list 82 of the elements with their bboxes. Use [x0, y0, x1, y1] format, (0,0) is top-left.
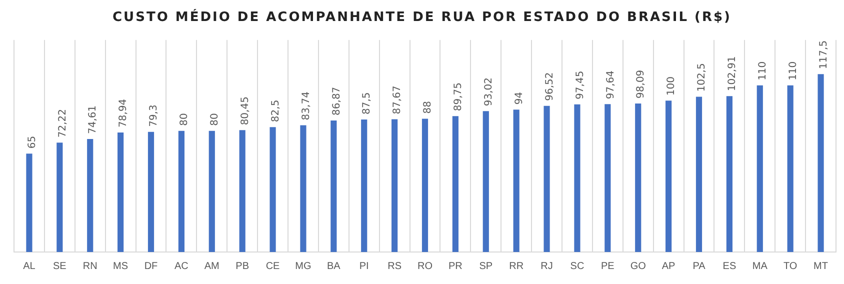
- data-label: 82,5: [270, 100, 282, 122]
- bar: [422, 118, 428, 252]
- x-tick-label: AC: [174, 260, 188, 272]
- data-label: 110: [788, 61, 799, 80]
- bar: [818, 74, 824, 252]
- x-tick-label: RO: [418, 260, 433, 272]
- data-label: 79,3: [148, 104, 160, 127]
- bar: [270, 127, 276, 252]
- bar: [392, 119, 398, 252]
- bar: [239, 130, 246, 252]
- x-tick-label: RN: [82, 260, 98, 272]
- x-tick-label: RS: [388, 260, 402, 272]
- bar: [56, 142, 63, 252]
- bar: [635, 103, 642, 252]
- data-label: 65: [26, 136, 38, 149]
- bar: [26, 154, 32, 252]
- data-label: 98,09: [636, 70, 647, 98]
- data-label: 100: [666, 76, 678, 96]
- bar: [666, 100, 672, 252]
- x-tick-label: AP: [662, 260, 676, 272]
- data-label: 80,45: [240, 96, 251, 126]
- data-label: 94: [514, 92, 525, 105]
- x-tick-label: SE: [52, 260, 67, 272]
- chart-title: CUSTO MÉDIO DE ACOMPANHANTE DE RUA POR ESTADO DO BRASIL (R$): [112, 8, 732, 27]
- x-tick-label: MG: [295, 260, 312, 272]
- x-tick-label: TO: [783, 260, 798, 272]
- x-tick-label: SC: [570, 260, 584, 272]
- bar: [756, 85, 763, 252]
- x-tick-label: CE: [266, 260, 280, 272]
- x-tick-label: PB: [236, 260, 250, 272]
- x-tick-label: PI: [359, 260, 369, 272]
- x-tick-label: GO: [630, 260, 646, 272]
- x-tick-label: RJ: [540, 260, 553, 272]
- bar: [787, 85, 794, 252]
- data-label: 88: [422, 101, 434, 114]
- bar: [300, 125, 306, 252]
- data-label: 96,52: [544, 72, 556, 101]
- x-tick-label: PR: [448, 260, 462, 272]
- x-tick-label: MS: [113, 260, 128, 272]
- data-label: 83,74: [300, 92, 312, 120]
- data-label: 117,5: [818, 40, 830, 70]
- x-tick-label: AL: [23, 260, 36, 272]
- x-tick-label: SP: [479, 260, 493, 272]
- bar: [208, 130, 215, 252]
- bar: [148, 132, 154, 252]
- bar: [696, 96, 702, 252]
- data-label: 86,87: [331, 86, 342, 116]
- bar: [361, 120, 368, 252]
- data-label: 102,5: [696, 63, 708, 92]
- bar: [482, 111, 489, 252]
- data-label: 110: [757, 61, 768, 80]
- x-tick-label: AM: [204, 260, 220, 272]
- data-label: 97,64: [605, 70, 616, 100]
- data-label: 80: [179, 113, 190, 126]
- data-label: 87,5: [362, 92, 373, 114]
- x-tick-label: MA: [752, 260, 768, 272]
- data-label: 72,22: [57, 109, 68, 138]
- bar: [330, 120, 337, 252]
- data-label: 87,67: [392, 86, 404, 114]
- bar: [87, 139, 94, 252]
- data-label: 74,61: [88, 105, 99, 134]
- x-tick-label: BA: [326, 260, 341, 272]
- bar: [544, 106, 550, 252]
- x-tick-label: RR: [509, 260, 524, 272]
- bar: [726, 96, 732, 252]
- data-label: 89,75: [453, 82, 464, 112]
- bar: [118, 132, 124, 252]
- data-label: 97,45: [574, 70, 586, 100]
- bar: [604, 104, 611, 252]
- x-tick-label: ES: [722, 260, 736, 272]
- bar: [452, 116, 458, 252]
- data-label: 78,94: [118, 98, 130, 128]
- x-tick-label: MT: [814, 260, 828, 272]
- bar: [178, 130, 184, 252]
- bar: [513, 110, 520, 252]
- bar: [574, 104, 580, 252]
- data-label: 80: [209, 113, 220, 126]
- x-tick-label: PE: [600, 260, 615, 272]
- data-label: 102,91: [727, 56, 738, 92]
- x-tick-label: DF: [144, 260, 158, 272]
- data-label: 93,02: [483, 78, 494, 106]
- x-tick-label: PA: [692, 260, 706, 272]
